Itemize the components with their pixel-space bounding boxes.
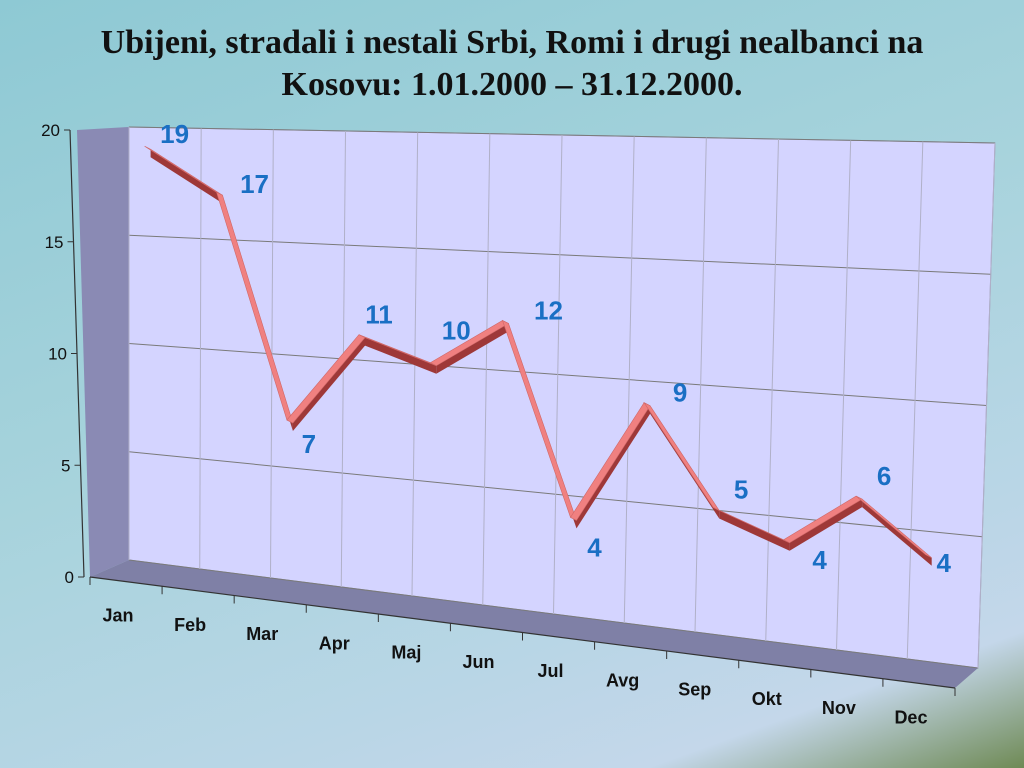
data-label-avg: 9 [673, 378, 687, 408]
line-segment-side [719, 510, 790, 551]
data-labels: 19 17 7 11 10 12 4 9 5 4 6 4 [160, 119, 951, 578]
x-tick-label: Jul [538, 661, 564, 681]
y-tick-label: 15 [45, 233, 64, 252]
x-tick-label: Mar [246, 624, 278, 644]
x-tick-label: Maj [391, 643, 421, 663]
gridline-x [623, 136, 635, 624]
gridline-x [906, 141, 924, 660]
x-tick-label: Avg [606, 670, 639, 690]
side-wall [77, 127, 129, 577]
line-segment-side [436, 323, 509, 374]
data-label-sep: 5 [734, 475, 748, 505]
data-label-jun: 12 [534, 296, 563, 326]
data-label-nov: 6 [877, 461, 891, 491]
data-label-feb: 17 [240, 169, 269, 199]
y-tick-label: 20 [41, 121, 60, 140]
x-tick-label: Jan [103, 606, 134, 626]
chart-title-line-1: Ubijeni, stradali i nestali Srbi, Romi i… [100, 24, 924, 61]
y-axis: 0 5 10 15 20 [41, 121, 85, 587]
gridline-x [765, 138, 779, 642]
line-segment [855, 495, 932, 559]
x-tick-label: Sep [678, 680, 711, 700]
data-label-maj: 10 [442, 316, 471, 346]
gridline-x [270, 129, 274, 579]
line-segment-side [292, 337, 365, 431]
y-tick-label: 10 [48, 345, 67, 364]
y-tick-label: 0 [65, 568, 74, 587]
data-label-mar: 7 [302, 429, 316, 459]
line-segment-side [789, 499, 863, 551]
data-label-okt: 4 [812, 545, 827, 575]
x-tick-label: Okt [752, 689, 782, 709]
gridline-x [199, 128, 202, 570]
x-tick-label: Feb [174, 615, 206, 635]
data-label-dec: 4 [936, 548, 951, 578]
gridline-x [694, 137, 707, 633]
x-tick-label: Apr [319, 633, 350, 653]
data-label-jul: 4 [587, 532, 602, 562]
floor [90, 560, 978, 688]
chart-gridlines [128, 126, 996, 669]
gridline-x [553, 134, 563, 615]
y-tick-label: 5 [61, 456, 70, 475]
x-tick-label: Nov [822, 698, 856, 718]
chart-title-line-2: Kosovu: 1.01.2000 – 31.12.2000. [281, 66, 743, 103]
data-label-jan: 19 [160, 119, 189, 149]
gridline-x [836, 140, 852, 651]
line-segment-side [576, 405, 651, 529]
x-tick-label: Dec [894, 707, 927, 727]
line-segment-side [365, 337, 437, 374]
chart-walls [77, 126, 996, 688]
data-label-apr: 11 [365, 300, 393, 330]
gridline-x [977, 142, 996, 669]
x-tick-label: Jun [462, 652, 494, 672]
series-line [144, 145, 932, 566]
x-axis: Jan Feb Mar Apr Maj Jun Jul Avg Sep Okt Nov Dec [89, 576, 956, 727]
line-segment-side [150, 149, 223, 204]
chart-title: Ubijeni, stradali i nestali Srbi, Romi i… [0, 22, 1024, 106]
gridline-x [482, 133, 491, 606]
